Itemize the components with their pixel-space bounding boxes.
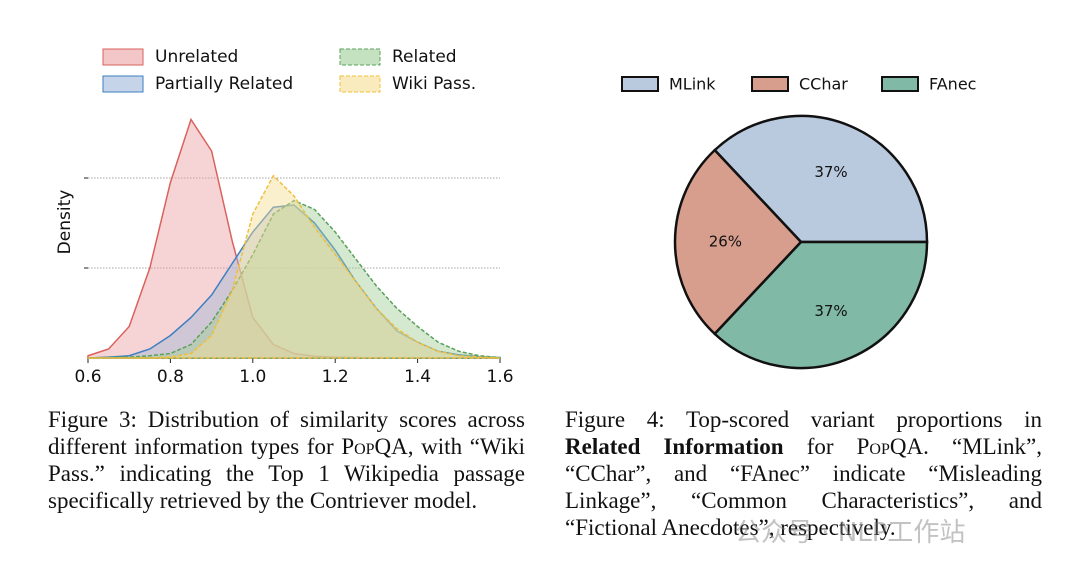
pie-slice xyxy=(712,114,929,244)
legend-swatch xyxy=(621,76,659,92)
x-tick-label: 1.2 xyxy=(322,367,349,387)
caption-text: PopQA xyxy=(341,434,408,459)
caption-fig4: Figure 4: Top-scored variant proportions… xyxy=(565,406,1042,541)
figures: Density 0.6 0.8 1.0 1.2 1.4 1.6 Unrelated Parti… xyxy=(55,47,976,387)
legend-label: Unrelated xyxy=(155,47,238,67)
legend-label: CChar xyxy=(799,75,848,94)
legend-swatch xyxy=(339,75,381,93)
caption-text: . “MLink”, “CChar”, and “FAnec” indicate… xyxy=(565,434,1043,540)
x-tick-label: 0.8 xyxy=(157,367,184,387)
legend-label: MLink xyxy=(669,75,716,94)
x-tick-label: 1.4 xyxy=(404,367,431,387)
legend-label: Related xyxy=(392,47,457,67)
y-axis-label: Density xyxy=(55,190,75,255)
caption-text: , with “Wiki Pass.” indicating the Top 1… xyxy=(48,434,525,513)
caption-text: for xyxy=(783,434,857,459)
caption-fig3: Figure 3: Distribution of similarity sco… xyxy=(48,406,525,514)
legend-swatch xyxy=(881,76,919,92)
caption-text: PopQA xyxy=(856,434,924,459)
legend-swatch xyxy=(339,48,381,66)
legend-label: FAnec xyxy=(929,75,976,94)
legend-swatch xyxy=(102,48,144,66)
pie-slice xyxy=(712,240,929,370)
legend-label: Partially Related xyxy=(155,74,293,94)
density-area xyxy=(88,174,501,359)
x-tick-label: 1.6 xyxy=(486,367,513,387)
pie-slice xyxy=(673,148,803,336)
legend-swatch xyxy=(751,76,789,92)
density-area xyxy=(87,204,501,359)
caption-text: Figure 4: Top-scored variant proportions… xyxy=(565,407,1042,432)
legend-label: Wiki Pass. xyxy=(392,74,476,94)
caption-bold: Related Information xyxy=(565,434,784,459)
caption-text: Figure 3: Distribution of similarity sco… xyxy=(48,407,525,459)
x-tick-label: 1.0 xyxy=(239,367,266,387)
legend-swatch xyxy=(102,75,144,93)
density-area xyxy=(87,199,501,359)
x-tick-label: 0.6 xyxy=(74,367,101,387)
pie-label: 37% xyxy=(814,302,847,320)
pie-label: 26% xyxy=(709,233,742,251)
watermark: 公众号 · NLP工作站 xyxy=(735,518,966,548)
pie-label: 37% xyxy=(814,163,847,181)
